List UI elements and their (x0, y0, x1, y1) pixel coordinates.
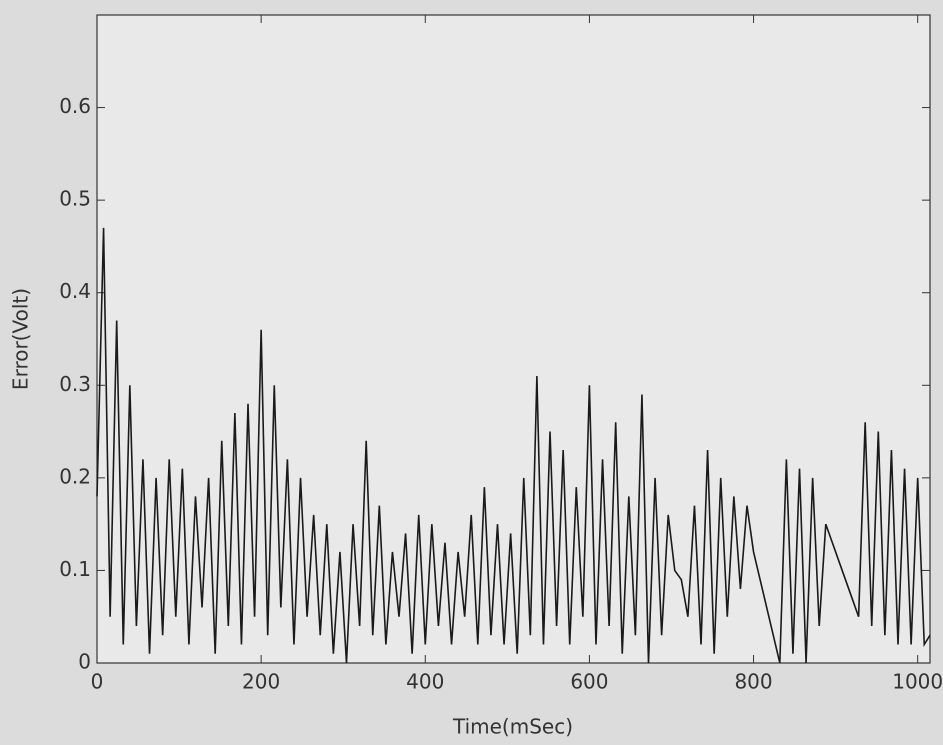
x-tick-label: 1000 (892, 670, 943, 694)
x-tick-label: 0 (91, 670, 104, 694)
x-tick-label: 600 (570, 670, 608, 694)
y-tick-label: 0.3 (59, 372, 91, 396)
y-tick-label: 0.1 (59, 557, 91, 581)
y-tick-label: 0.2 (59, 464, 91, 488)
chart: Time(mSec) Error(Volt) 0 0.1 0.2 0.3 0.4 0.5 0… (0, 0, 943, 745)
y-tick-label: 0.6 (59, 94, 91, 118)
x-tick-label: 200 (242, 670, 280, 694)
y-tick-label: 0.5 (59, 187, 91, 211)
y-tick-label: 0.4 (59, 279, 91, 303)
x-axis-label: Time(mSec) (452, 715, 573, 739)
plot-area (97, 15, 930, 663)
x-tick-label: 400 (406, 670, 444, 694)
x-tick-label: 800 (734, 670, 772, 694)
y-axis-label: Error(Volt) (9, 288, 33, 390)
y-tick-label: 0 (78, 650, 91, 674)
